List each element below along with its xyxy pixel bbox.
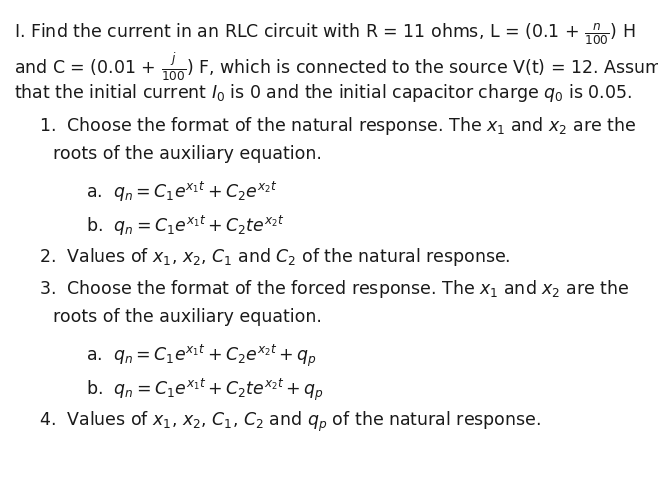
Text: and C = (0.01 + $\frac{j}{100}$) F, which is connected to the source V(t) = 12. : and C = (0.01 + $\frac{j}{100}$) F, whic… bbox=[14, 52, 658, 83]
Text: 2.  Values of $x_1$, $x_2$, $C_1$ and $C_2$ of the natural response.: 2. Values of $x_1$, $x_2$, $C_1$ and $C_… bbox=[39, 246, 511, 268]
Text: a.  $q_n = C_1 e^{x_1 t} + C_2 e^{x_2 t} + q_p$: a. $q_n = C_1 e^{x_1 t} + C_2 e^{x_2 t} … bbox=[86, 343, 316, 369]
Text: 3.  Choose the format of the forced response. The $x_1$ and $x_2$ are the: 3. Choose the format of the forced respo… bbox=[39, 278, 630, 300]
Text: b.  $q_n = C_1 e^{x_1 t} + C_2 t e^{x_2 t}$: b. $q_n = C_1 e^{x_1 t} + C_2 t e^{x_2 t… bbox=[86, 214, 284, 238]
Text: that the initial current $I_0$ is 0 and the initial capacitor charge $q_0$ is 0.: that the initial current $I_0$ is 0 and … bbox=[14, 82, 632, 104]
Text: b.  $q_n = C_1 e^{x_1 t} + C_2 t e^{x_2 t} + q_p$: b. $q_n = C_1 e^{x_1 t} + C_2 t e^{x_2 t… bbox=[86, 377, 324, 403]
Text: roots of the auxiliary equation.: roots of the auxiliary equation. bbox=[53, 145, 322, 163]
Text: 1.  Choose the format of the natural response. The $x_1$ and $x_2$ are the: 1. Choose the format of the natural resp… bbox=[39, 115, 637, 137]
Text: roots of the auxiliary equation.: roots of the auxiliary equation. bbox=[53, 308, 322, 326]
Text: I. Find the current in an RLC circuit with R = 11 ohms, L = (0.1 + $\frac{n}{100: I. Find the current in an RLC circuit wi… bbox=[14, 22, 636, 47]
Text: a.  $q_n = C_1 e^{x_1 t} + C_2 e^{x_2 t}$: a. $q_n = C_1 e^{x_1 t} + C_2 e^{x_2 t}$ bbox=[86, 180, 277, 204]
Text: 4.  Values of $x_1$, $x_2$, $C_1$, $C_2$ and $q_p$ of the natural response.: 4. Values of $x_1$, $x_2$, $C_1$, $C_2$ … bbox=[39, 410, 542, 434]
